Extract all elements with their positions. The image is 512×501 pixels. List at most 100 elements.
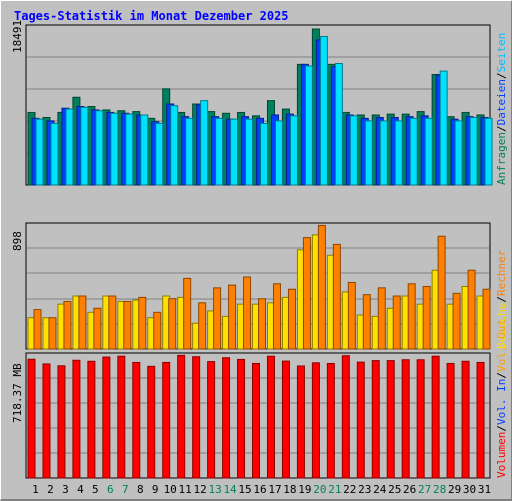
bar-seiten-day-20	[319, 36, 328, 186]
bar-seiten-day-10	[170, 105, 179, 186]
x-tick-label-day-10: 10	[164, 483, 177, 496]
bar-volumen-day-12	[192, 356, 201, 479]
bar-rechner-day-16	[258, 298, 267, 350]
bar-volumen-day-8	[132, 361, 141, 479]
bar-seiten-day-2	[50, 122, 59, 186]
bar-seiten-day-17	[274, 120, 283, 186]
bar-volumen-day-11	[177, 354, 186, 479]
x-tick-label-day-14: 14	[223, 483, 237, 496]
x-tick-label-day-26: 26	[403, 483, 416, 496]
bar-volumen-day-1	[27, 358, 36, 479]
bar-seiten-day-4	[80, 106, 89, 186]
x-tick-label-day-11: 11	[179, 483, 192, 496]
bar-rechner-day-19	[302, 237, 311, 350]
bar-volumen-day-26	[401, 359, 410, 479]
bar-seiten-day-8	[140, 114, 149, 186]
bar-rechner-day-13	[213, 287, 222, 350]
x-tick-label-day-9: 9	[152, 483, 159, 496]
bar-seiten-day-13	[215, 117, 224, 186]
bar-volumen-day-3	[57, 365, 66, 479]
x-tick-label-day-6: 6	[107, 483, 114, 496]
bar-seiten-day-19	[304, 65, 313, 186]
bar-rechner-day-20	[317, 224, 326, 350]
bar-seiten-day-28	[439, 70, 448, 186]
bar-volumen-day-14	[222, 357, 231, 479]
bar-volumen-day-7	[117, 355, 126, 479]
bar-volumen-day-27	[416, 359, 425, 479]
legend-top: Anfragen/Dateien/Seiten	[495, 33, 508, 185]
bar-volumen-day-31	[476, 361, 485, 479]
x-tick-label-day-7: 7	[122, 483, 129, 496]
legend-label-seiten: Seiten	[495, 33, 508, 73]
bar-volumen-day-29	[446, 362, 455, 479]
bar-rechner-day-29	[452, 292, 461, 350]
bar-seiten-day-11	[185, 117, 194, 186]
bar-volumen-day-30	[461, 360, 470, 479]
bar-rechner-day-4	[78, 295, 87, 350]
x-tick-label-day-22: 22	[343, 483, 356, 496]
bar-seiten-day-7	[125, 113, 134, 186]
bar-volumen-day-20	[311, 362, 320, 479]
bar-rechner-day-5	[93, 307, 102, 350]
bar-rechner-day-26	[407, 283, 416, 350]
x-tick-label-day-2: 2	[47, 483, 54, 496]
bar-seiten-day-15	[245, 118, 254, 186]
bar-volumen-day-17	[266, 355, 275, 479]
y-max-label-middle: 898	[11, 231, 24, 251]
bar-volumen-day-4	[72, 359, 81, 479]
bar-rechner-day-15	[243, 276, 252, 350]
x-tick-label-day-12: 12	[194, 483, 207, 496]
bar-rechner-day-1	[33, 309, 42, 350]
legend-label-volumen: Volumen	[495, 432, 508, 478]
x-tick-label-day-16: 16	[253, 483, 266, 496]
bar-rechner-day-21	[332, 243, 341, 350]
bar-seiten-day-12	[200, 100, 209, 186]
y-max-label-top: 18491	[11, 20, 24, 53]
bar-volumen-day-5	[87, 360, 96, 479]
x-tick-label-day-17: 17	[268, 483, 281, 496]
bar-volumen-day-13	[207, 361, 216, 479]
bar-rechner-day-30	[467, 269, 476, 350]
bar-seiten-day-3	[65, 108, 74, 186]
bar-rechner-day-27	[422, 286, 431, 350]
chart-title: Tages-Statistik im Monat Dezember 2025	[14, 9, 289, 23]
legend-label-vol-in: Vol. In	[495, 379, 508, 425]
x-tick-label-day-31: 31	[478, 483, 491, 496]
bar-seiten-day-9	[155, 122, 164, 186]
bar-volumen-day-9	[147, 365, 156, 479]
x-tick-label-day-18: 18	[283, 483, 296, 496]
bar-seiten-day-18	[289, 115, 298, 186]
bar-seiten-day-22	[349, 115, 358, 186]
bar-rechner-day-7	[123, 300, 132, 350]
x-tick-label-day-3: 3	[62, 483, 69, 496]
bar-rechner-day-10	[168, 298, 177, 350]
bar-seiten-day-29	[454, 120, 463, 186]
x-tick-label-day-20: 20	[313, 483, 326, 496]
bar-rechner-day-17	[272, 283, 281, 350]
bar-rechner-day-11	[183, 277, 192, 350]
x-tick-label-day-30: 30	[463, 483, 476, 496]
bar-volumen-day-18	[281, 360, 290, 479]
bar-rechner-day-2	[48, 317, 57, 350]
bar-volumen-day-6	[102, 356, 111, 479]
x-tick-label-day-28: 28	[433, 483, 446, 496]
bar-rechner-day-25	[392, 295, 401, 350]
x-tick-label-day-24: 24	[373, 483, 387, 496]
bar-volumen-day-21	[326, 362, 335, 479]
x-tick-label-day-29: 29	[448, 483, 461, 496]
bar-volumen-day-10	[162, 361, 171, 479]
bar-volumen-day-23	[356, 361, 365, 479]
bar-seiten-day-23	[364, 120, 373, 186]
bar-seiten-day-27	[424, 117, 433, 186]
bar-seiten-day-16	[260, 122, 269, 186]
bar-seiten-day-5	[95, 110, 104, 186]
x-tick-label-day-4: 4	[77, 483, 84, 496]
x-tick-label-day-23: 23	[358, 483, 371, 496]
legend-label-rechner: Rechner	[495, 249, 508, 296]
bar-volumen-day-25	[386, 360, 395, 479]
bar-volumen-day-16	[252, 362, 261, 479]
x-tick-label-day-21: 21	[328, 483, 341, 496]
x-tick-label-day-13: 13	[208, 483, 221, 496]
bar-seiten-day-21	[334, 63, 343, 186]
